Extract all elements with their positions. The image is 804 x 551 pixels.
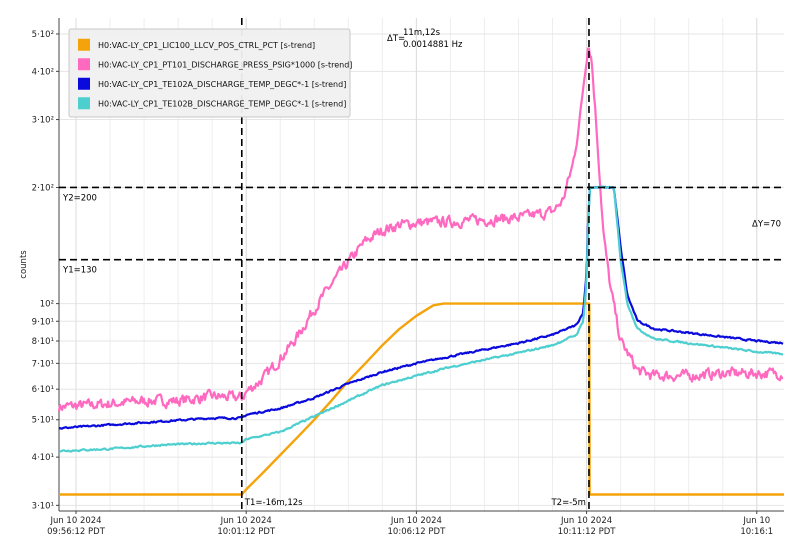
x-tick-label: 10:06:12 PDT bbox=[388, 527, 447, 537]
y-tick-label: 3·10¹ bbox=[32, 501, 54, 511]
y-tick-label: 9·10¹ bbox=[32, 317, 54, 327]
series-line-3 bbox=[58, 185, 784, 430]
y-tick-label: 10² bbox=[40, 300, 54, 310]
cursor-y2-label: Y2=200 bbox=[62, 193, 97, 203]
legend[interactable]: H0:VAC-LY_CP1_LIC100_LLCV_POS_CTRL_PCT [… bbox=[68, 28, 352, 118]
legend-entry-label[interactable]: H0:VAC-LY_CP1_TE102A_DISCHARGE_TEMP_DEGC… bbox=[98, 80, 346, 89]
legend-swatch[interactable] bbox=[78, 97, 90, 110]
y-axis-label: counts bbox=[19, 250, 29, 279]
legend-swatch[interactable] bbox=[78, 38, 90, 51]
delta-t-value: 11m,12s bbox=[403, 28, 441, 38]
y-tick-label: 3·10² bbox=[32, 116, 54, 126]
y-tick-label: 4·10¹ bbox=[32, 453, 54, 463]
y-tick-label: 5·10¹ bbox=[32, 416, 54, 426]
legend-entry-label[interactable]: H0:VAC-LY_CP1_TE102B_DISCHARGE_TEMP_DEGC… bbox=[98, 99, 346, 108]
y-tick-label: 7·10¹ bbox=[32, 359, 54, 369]
x-tick-label: Jun 10 2024 bbox=[560, 516, 612, 526]
x-tick-label: Jun 10 bbox=[742, 516, 770, 526]
series-line-2 bbox=[57, 47, 784, 412]
y-tick-label: 5·10² bbox=[32, 30, 54, 40]
x-tick-label: 10:16:1 bbox=[740, 527, 773, 537]
legend-entry-label[interactable]: H0:VAC-LY_CP1_PT101_DISCHARGE_PRESS_PSIG… bbox=[98, 60, 352, 69]
y-tick-label: 8·10¹ bbox=[32, 337, 54, 347]
x-tick-label: 09:56:12 PDT bbox=[47, 527, 106, 537]
series-line-4 bbox=[58, 185, 784, 453]
x-tick-label: Jun 10 2024 bbox=[220, 516, 272, 526]
delta-t-prefix: ΔT= bbox=[387, 34, 405, 44]
legend-swatch[interactable] bbox=[78, 77, 90, 90]
y-tick-label: 2·10² bbox=[32, 183, 54, 193]
series-line-1 bbox=[59, 302, 784, 496]
axes: 3·10¹ 4·10¹ 5·10¹ 6·10¹ 7·10¹ 8·10¹ 9·10¹ 10² 2·… bbox=[32, 18, 784, 537]
legend-entry-label[interactable]: H0:VAC-LY_CP1_LIC100_LLCV_POS_CTRL_PCT [… bbox=[98, 41, 315, 50]
y-tick-label: 6·10¹ bbox=[32, 385, 54, 395]
x-tick-label: Jun 10 2024 bbox=[390, 516, 442, 526]
cursor-t1-label: T1=-16m,12s bbox=[244, 498, 303, 508]
delta-y-label: ΔY=70 bbox=[752, 220, 781, 230]
legend-box bbox=[68, 28, 351, 118]
x-tick-label: Jun 10 2024 bbox=[49, 516, 101, 526]
cursor-t2-label: T2=-5m bbox=[550, 498, 585, 508]
y-tick-label: 4·10² bbox=[32, 67, 54, 77]
delta-t-frequency: 0.0014881 Hz bbox=[403, 40, 463, 50]
x-tick-label: 10:01:12 PDT bbox=[217, 527, 276, 537]
legend-swatch[interactable] bbox=[78, 58, 90, 71]
series-layer bbox=[57, 47, 784, 496]
cursor-y1-label: Y1=130 bbox=[62, 266, 97, 276]
x-tick-label: 10:11:12 PDT bbox=[558, 527, 617, 537]
